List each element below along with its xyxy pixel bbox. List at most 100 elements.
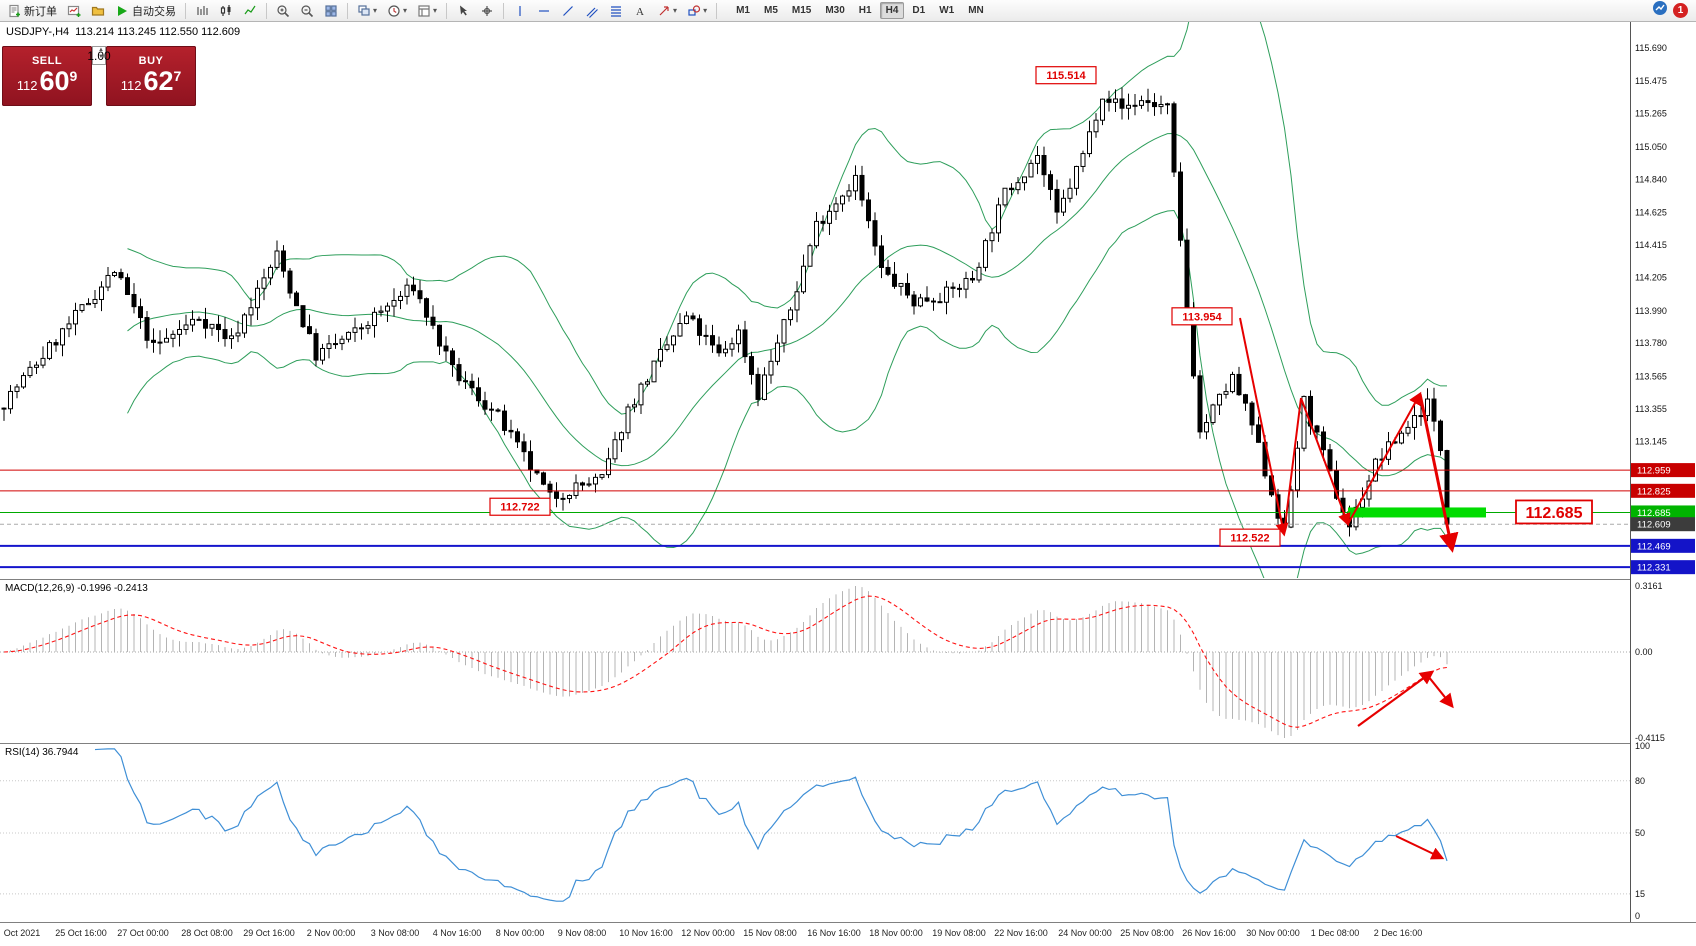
candlestick-chart-button[interactable] [215, 1, 237, 21]
timeframe-mn-button[interactable]: MN [968, 5, 984, 16]
tile-windows-button[interactable] [320, 1, 342, 21]
lot-size-value: 1.00 [87, 48, 111, 63]
channel-button[interactable] [581, 1, 603, 21]
price-axis-label: 114.840 [1635, 174, 1667, 184]
price-axis-label: 115.050 [1635, 142, 1667, 152]
rsi-axis-label: 100 [1635, 741, 1650, 751]
autotrading-button[interactable]: 自动交易 [111, 1, 180, 21]
indicators-button[interactable] [63, 1, 85, 21]
text-button[interactable]: A [629, 1, 651, 21]
time-axis-label: 2 Nov 00:00 [307, 928, 356, 938]
toolbar: 新订单 自动交易 ▾ ▾ ▾ A ▾ ▾ M1 M5 M15 M30 H1 H4 D1 W1 MN 1 [0, 0, 1696, 22]
profiles-icon [91, 6, 105, 16]
timeframe-d1-button[interactable]: D1 [912, 5, 926, 16]
time-axis-label: Oct 2021 [4, 928, 41, 938]
trend-arrow-segment[interactable] [1347, 391, 1422, 525]
timeframe-h1-button[interactable]: H1 [858, 5, 872, 16]
pane-separators[interactable] [0, 579, 1696, 744]
svg-text:115.514: 115.514 [1046, 70, 1086, 82]
sell-button[interactable]: SELL 112 60 9 [2, 46, 92, 106]
dropdown-caret-icon: ▾ [403, 6, 408, 15]
new-order-button-label: 新订单 [24, 5, 57, 18]
trend-arrow-segment[interactable] [1239, 317, 1289, 537]
autotrading-button-label: 自动交易 [132, 5, 176, 18]
price-axis-label: 113.355 [1635, 404, 1667, 414]
price-axis-label: 114.415 [1635, 240, 1667, 250]
spin-down-icon[interactable]: ▼ [98, 54, 104, 60]
timeframe-h4-button[interactable]: H4 [879, 2, 905, 19]
horizontal-line-button[interactable] [533, 1, 555, 21]
price-axis[interactable]: 115.690 115.475 115.265 115.050 114.840 114.6… [1630, 22, 1696, 922]
macd-arrow[interactable] [1357, 670, 1435, 727]
arrow-tool-icon [659, 5, 669, 15]
price-tag [1631, 463, 1695, 478]
timeframe-m5-button[interactable]: M5 [763, 5, 778, 16]
arrow-tool-button[interactable]: ▾ [653, 1, 681, 21]
line-chart-button[interactable] [239, 1, 261, 21]
trendline-icon [563, 5, 573, 16]
price-tag-label: 112.609 [1637, 520, 1671, 531]
timeframe-m30-button[interactable]: M30 [825, 5, 845, 16]
supply-zone-rect[interactable] [1348, 507, 1486, 518]
buy-button[interactable]: BUY 112 62 7 [106, 46, 196, 106]
period-button[interactable]: ▾ [383, 1, 411, 21]
macd-values: -0.1996 -0.2413 [77, 583, 148, 594]
macd-arrow[interactable] [1427, 675, 1454, 709]
bar-chart-button[interactable] [191, 1, 213, 21]
price-axis-label: 113.145 [1635, 436, 1667, 446]
rsi-arrow[interactable] [1395, 835, 1445, 860]
dropdown-caret-icon: ▾ [373, 6, 378, 15]
profiles-button[interactable] [87, 1, 109, 21]
time-axis-label: 2 Dec 16:00 [1374, 928, 1423, 938]
spin-up-icon[interactable]: ▲ [98, 47, 104, 53]
text-icon: A [636, 6, 644, 18]
shapes-button[interactable]: ▾ [683, 1, 711, 21]
lot-spinner[interactable]: ▲ ▼ [98, 47, 104, 61]
new-order-button[interactable]: 新订单 [3, 1, 61, 21]
community-icon[interactable] [1652, 0, 1668, 21]
trend-arrows[interactable] [1239, 317, 1459, 553]
new-chart-icon [358, 4, 370, 16]
crosshair-button[interactable] [476, 1, 498, 21]
timeframe-m1-button[interactable]: M1 [736, 5, 750, 16]
toolbar-separator [503, 2, 505, 19]
trend-arrow-segment[interactable] [1283, 397, 1302, 535]
price-annotations[interactable]: 115.514 113.954 112.722 112.522 112.685 [489, 66, 1593, 547]
lot-size-field[interactable]: 1.00 ▲ ▼ [87, 46, 111, 65]
time-axis-label: 15 Nov 08:00 [743, 928, 797, 938]
price-axis-label: 114.205 [1635, 273, 1667, 283]
buy-label: BUY [138, 54, 164, 67]
rsi-axis-label: 50 [1635, 828, 1645, 838]
template-button[interactable]: ▾ [413, 1, 441, 21]
timeframe-m15-button[interactable]: M15 [791, 5, 812, 16]
time-axis[interactable]: Oct 2021 25 Oct 16:00 27 Oct 00:00 28 Oct 0… [0, 922, 1696, 946]
toolbar-separator [347, 2, 348, 19]
trend-arrow-segment[interactable] [1300, 397, 1351, 527]
trend-arrow-segment[interactable] [1418, 393, 1459, 553]
rsi-axis-label: 80 [1635, 776, 1645, 786]
trendline-button[interactable] [557, 1, 579, 21]
zoom-out-button[interactable] [296, 1, 318, 21]
notifications-badge[interactable]: 1 [1673, 3, 1688, 18]
rsi-axis-label: 15 [1635, 889, 1645, 899]
svg-text:A: A [636, 6, 644, 18]
price-axis-label: 113.780 [1635, 338, 1667, 348]
zoom-in-button[interactable] [272, 1, 294, 21]
fibonacci-button[interactable] [605, 1, 627, 21]
macd-histogram [10, 585, 1448, 738]
new-chart-button[interactable]: ▾ [353, 1, 381, 21]
cursor-button[interactable] [452, 1, 474, 21]
price-tag-label: 112.469 [1637, 541, 1671, 552]
vertical-line-button[interactable] [509, 1, 531, 21]
candlesticks [1, 87, 1450, 537]
time-axis-label: 3 Nov 08:00 [371, 928, 420, 938]
time-axis-label: 1 Dec 08:00 [1311, 928, 1360, 938]
price-tag-label: 112.825 [1637, 486, 1671, 497]
timeframe-w1-button[interactable]: W1 [939, 5, 955, 16]
toolbar-buttons: 新订单 自动交易 ▾ ▾ ▾ A ▾ ▾ [2, 1, 721, 21]
toolbar-separator [446, 2, 448, 19]
rsi-indicator-label: RSI(14) 36.7944 [5, 747, 78, 758]
svg-text:113.954: 113.954 [1182, 311, 1222, 323]
horizontal-level-lines[interactable] [0, 469, 1630, 569]
